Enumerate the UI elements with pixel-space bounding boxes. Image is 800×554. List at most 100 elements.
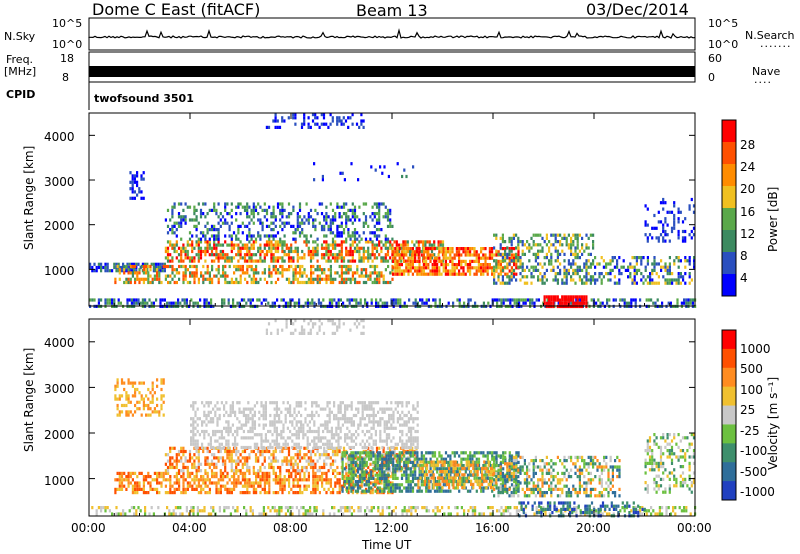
echo-cell [152, 262, 155, 266]
echo-cell [215, 243, 218, 247]
echo-cell [480, 272, 483, 276]
echo-cell [336, 271, 339, 275]
echo-cell [394, 256, 397, 260]
echo-cell [261, 259, 264, 263]
echo-cell [326, 420, 329, 424]
echo-cell [147, 475, 150, 479]
echo-cell [182, 471, 185, 475]
echo-cell [421, 506, 424, 510]
echo-cell [251, 407, 254, 411]
echo-cell [558, 298, 562, 302]
echo-cell [226, 491, 229, 495]
echo-cell [302, 423, 305, 427]
echo-cell [477, 269, 480, 273]
echo-cell [203, 410, 206, 414]
echo-cell [351, 462, 354, 466]
echo-cell [208, 449, 211, 454]
echo-cell [508, 256, 511, 260]
echo-cell [616, 259, 619, 263]
echo-cell [371, 212, 374, 216]
echo-cell [331, 218, 335, 222]
echo-cell [464, 247, 467, 251]
echo-cell [235, 212, 238, 216]
echo-cell [299, 478, 302, 482]
echo-cell [425, 250, 428, 254]
echo-cell [554, 272, 557, 276]
echo-cell [261, 271, 264, 275]
echo-cell [227, 439, 230, 443]
echo-cell [371, 491, 374, 495]
echo-cell [228, 234, 231, 238]
echo-cell [407, 247, 410, 251]
echo-cell [217, 259, 220, 263]
echo-cell [323, 240, 326, 244]
echo-cell [332, 471, 335, 475]
echo-cell [190, 298, 193, 302]
echo-cell [214, 429, 217, 434]
echo-cell [217, 449, 220, 454]
echo-cell [625, 301, 628, 305]
echo-cell [239, 469, 242, 473]
echo-cell [125, 280, 128, 285]
echo-cell [97, 298, 100, 302]
echo-cell [279, 212, 282, 216]
echo-cell [257, 259, 260, 263]
echo-cell [292, 469, 295, 473]
echo-cell [259, 246, 262, 250]
echo-cell [255, 277, 258, 281]
echo-cell [163, 262, 166, 266]
echo-cell [263, 202, 266, 206]
echo-cell [95, 269, 98, 273]
echo-cell [265, 234, 269, 238]
echo-cell [118, 478, 121, 482]
echo-cell [259, 475, 262, 479]
echo-cell [316, 274, 319, 278]
echo-cell [224, 271, 227, 275]
echo-cell [227, 413, 230, 418]
echo-cell [247, 401, 250, 405]
echo-cell [325, 246, 328, 250]
echo-cell [292, 268, 295, 272]
echo-cell [208, 243, 211, 247]
echo-cell [194, 439, 197, 443]
echo-cell [389, 224, 392, 228]
echo-cell [203, 436, 206, 440]
echo-cell [224, 205, 227, 209]
echo-cell [182, 259, 185, 263]
echo-cell [270, 234, 273, 238]
echo-cell [356, 271, 359, 275]
echo-cell [131, 177, 134, 181]
echo-cell [104, 298, 107, 302]
echo-cell [280, 436, 283, 440]
echo-cell [230, 259, 233, 263]
echo-cell [642, 275, 645, 279]
echo-cell [182, 208, 185, 212]
echo-cell [371, 462, 374, 466]
echo-cell [517, 240, 520, 244]
echo-cell [598, 262, 601, 266]
echo-cell [416, 269, 419, 273]
echo-cell [210, 459, 214, 463]
echo-cell [250, 253, 253, 257]
echo-cell [598, 275, 601, 279]
echo-cell [451, 269, 454, 273]
echo-cell [212, 509, 215, 513]
echo-cell [134, 280, 137, 285]
echo-cell [583, 298, 586, 302]
echo-cell [547, 298, 551, 302]
echo-cell [303, 453, 306, 457]
echo-cell [302, 506, 305, 510]
echo-cell [316, 459, 319, 463]
echo-cell [523, 243, 526, 247]
echo-cell [169, 446, 172, 450]
echo-cell [433, 269, 436, 273]
echo-cell [193, 478, 196, 482]
echo-cell [330, 433, 333, 437]
echo-cell [131, 183, 134, 188]
echo-cell [438, 259, 441, 263]
echo-cell [537, 298, 540, 302]
echo-cell [200, 478, 203, 482]
echo-cell [331, 221, 335, 225]
echo-cell [184, 249, 187, 254]
echo-cell [195, 228, 198, 232]
